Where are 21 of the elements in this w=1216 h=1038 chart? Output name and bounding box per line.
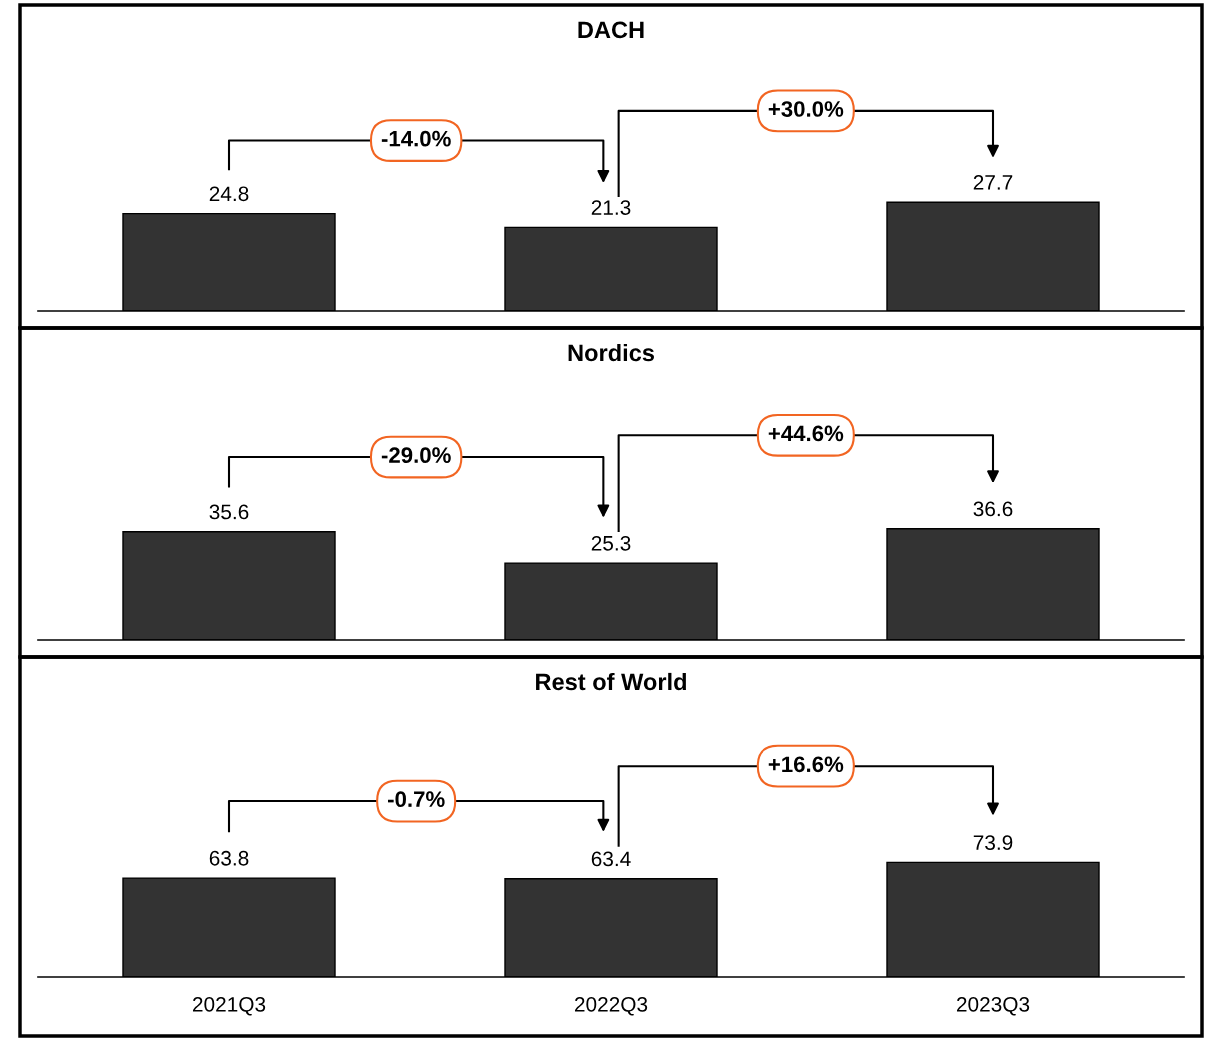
- chart-title: Nordics: [568, 343, 654, 362]
- text: +30.0%: [768, 101, 844, 117]
- text: +44.6%: [768, 425, 844, 442]
- data-label: 63.4: [591, 851, 631, 867]
- data-label: 35.6: [209, 504, 249, 520]
- chart-title: DACH: [578, 21, 644, 39]
- data-label: 63.8: [209, 850, 249, 866]
- chart-title: Rest of World: [536, 672, 686, 691]
- text: -29.0%: [381, 447, 451, 463]
- data-label: 24.8: [209, 186, 249, 202]
- x-tick-label: 2021Q3: [192, 996, 266, 1016]
- x-tick-label: 2023Q3: [956, 996, 1030, 1016]
- x-tick-label: 2022Q3: [574, 996, 648, 1016]
- text: -0.7%: [388, 791, 445, 808]
- text: -14.0%: [381, 130, 451, 147]
- data-label: 27.7: [973, 175, 1013, 190]
- text: +16.6%: [768, 756, 844, 773]
- data-label: 21.3: [591, 200, 631, 215]
- data-label: 36.6: [973, 501, 1013, 517]
- data-label: 73.9: [973, 835, 1013, 850]
- data-label: 25.3: [591, 535, 631, 551]
